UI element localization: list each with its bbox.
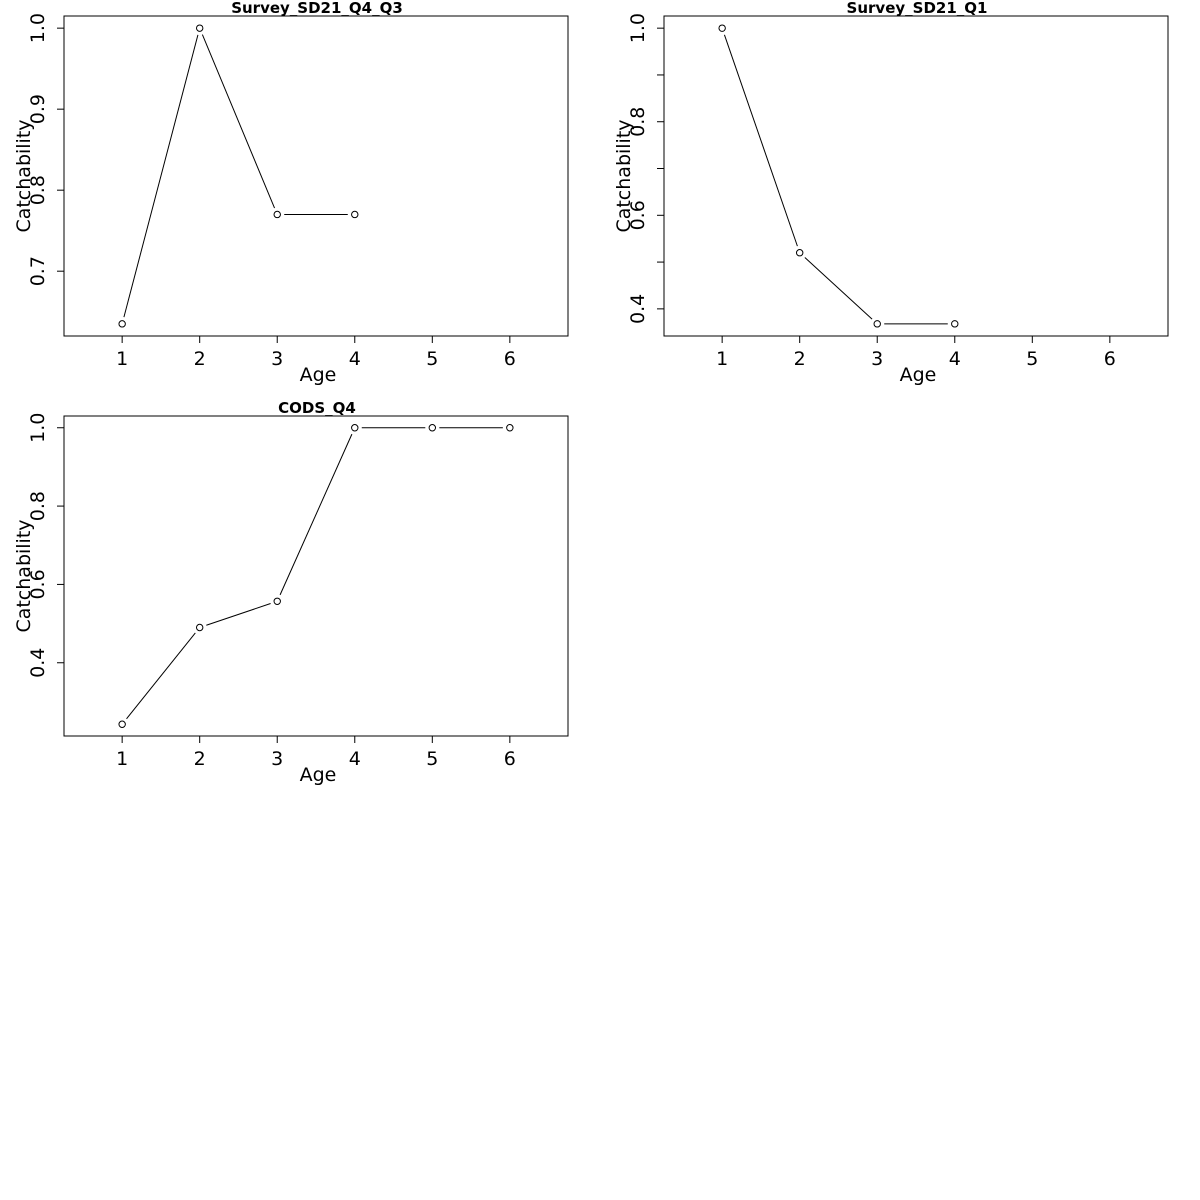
data-point	[118, 720, 126, 728]
y-tick-label: 0.8	[27, 175, 49, 205]
series-line-segment	[126, 632, 196, 720]
y-tick-label: 0.9	[27, 94, 49, 124]
x-axis-label: Age	[300, 364, 337, 386]
data-point	[273, 210, 281, 219]
x-tick-label: 3	[271, 348, 283, 370]
data-point	[718, 24, 726, 32]
x-tick-label: 6	[1104, 348, 1116, 370]
data-point	[273, 597, 281, 605]
x-axis-label: Age	[900, 364, 937, 386]
y-axis-label: Catchability	[13, 519, 35, 632]
series-line-segment	[123, 34, 199, 318]
x-tick-label: 4	[349, 348, 361, 370]
series-line-segment	[279, 433, 353, 596]
data-point	[795, 249, 804, 257]
data-point	[506, 424, 514, 432]
x-tick-label: 5	[426, 348, 438, 370]
plot-frame	[663, 15, 1169, 337]
series-line-segment	[723, 34, 798, 247]
y-tick-label: 0.4	[627, 294, 649, 324]
y-tick-label: 1.0	[27, 413, 49, 443]
x-tick-label: 5	[426, 748, 438, 770]
x-tick-label: 2	[194, 748, 206, 770]
x-tick-label: 2	[794, 348, 806, 370]
x-tick-label: 3	[271, 748, 283, 770]
series-line-segment	[206, 603, 271, 626]
chart-panel-1: Survey_SD21_Q4_Q3 1 2 3 4 5 6 0.7 0.8 0.9 1.0 Age Ca…	[13, 0, 569, 386]
x-tick-label: 1	[116, 348, 128, 370]
x-tick-label: 4	[349, 748, 361, 770]
y-tick-label: 1.0	[627, 13, 649, 43]
y-tick-label: 0.7	[27, 256, 49, 286]
plot-frame	[63, 15, 569, 337]
x-axis-label: Age	[300, 764, 337, 786]
y-axis-label: Catchability	[613, 119, 635, 232]
data-point	[195, 24, 204, 32]
x-tick-label: 2	[194, 348, 206, 370]
series-line-segment	[804, 257, 873, 320]
plot-frame	[63, 415, 569, 737]
y-tick-label: 0.6	[627, 200, 649, 230]
x-tick-label: 1	[716, 348, 728, 370]
y-tick-label: 0.8	[27, 491, 49, 521]
y-tick-label: 0.6	[27, 569, 49, 599]
y-axis-label: Catchability	[13, 119, 35, 232]
data-point	[118, 320, 126, 328]
y-tick-label: 0.4	[27, 648, 49, 678]
data-point	[428, 424, 437, 432]
data-point	[351, 424, 359, 432]
x-tick-label: 5	[1026, 348, 1038, 370]
x-tick-label: 6	[504, 748, 516, 770]
y-tick-label: 0.8	[627, 107, 649, 137]
chart-title: CODS_Q4	[278, 399, 356, 417]
data-point	[195, 623, 204, 632]
y-tick-label: 1.0	[27, 13, 49, 43]
data-point	[951, 320, 959, 328]
series-line-segment	[201, 34, 276, 209]
data-point	[873, 320, 881, 328]
x-tick-label: 4	[949, 348, 961, 370]
chart-title: Survey_SD21_Q1	[847, 0, 988, 17]
x-tick-label: 1	[116, 748, 128, 770]
chart-title: Survey_SD21_Q4_Q3	[231, 0, 403, 17]
x-tick-label: 3	[871, 348, 883, 370]
data-point	[351, 210, 359, 219]
chart-panel-2: Survey_SD21_Q1 1 2 3 4 5 6 0.4 0.6 0.8 1.0 Age Catch…	[613, 0, 1169, 386]
x-tick-label: 6	[504, 348, 516, 370]
chart-panel-3: CODS_Q4 1 2 3 4 5 6 0.4 0.6 0.8 1.0 Age Catchability	[13, 399, 569, 786]
